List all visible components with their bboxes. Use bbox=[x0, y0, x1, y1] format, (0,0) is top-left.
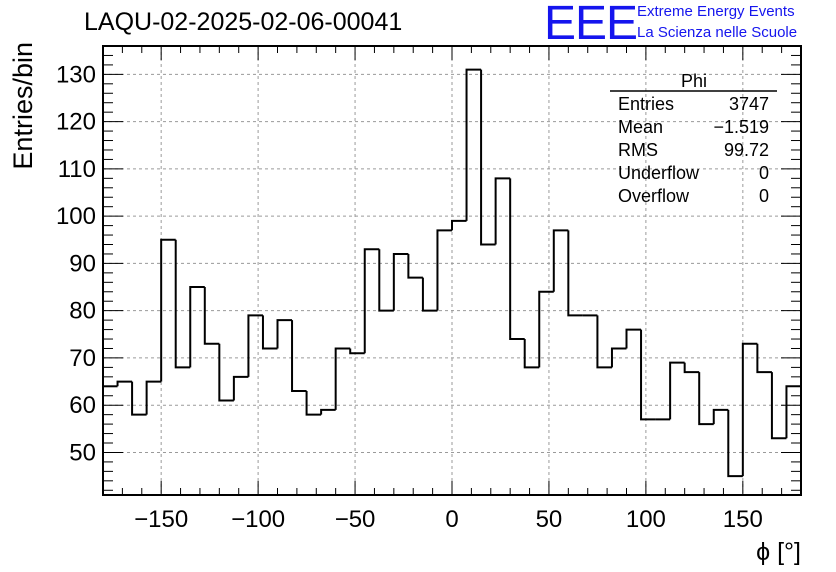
x-tick-label: 100 bbox=[626, 506, 666, 533]
x-tick-label: 50 bbox=[536, 506, 563, 533]
stats-row-rms-label: RMS bbox=[618, 140, 658, 160]
histogram-bin bbox=[698, 372, 714, 426]
stats-row-mean-label: Mean bbox=[618, 117, 663, 137]
axis-ticks bbox=[103, 45, 802, 495]
histogram-bin bbox=[756, 343, 772, 374]
chart-title: LAQU-02-2025-02-06-00041 bbox=[84, 8, 403, 36]
histogram-bin bbox=[683, 362, 700, 374]
histogram-bin bbox=[770, 372, 787, 440]
x-tick-label: −100 bbox=[231, 506, 285, 533]
y-axis-label: Entries/bin bbox=[8, 42, 38, 170]
histogram-bin bbox=[363, 248, 380, 354]
y-tick-label: 50 bbox=[69, 439, 96, 466]
histogram-bin bbox=[480, 69, 496, 246]
y-tick-label: 100 bbox=[56, 203, 96, 230]
histogram-bin bbox=[189, 286, 205, 368]
histogram-bin bbox=[451, 219, 467, 231]
tick-labels: −150 −100 −50 0 50 100 150 50 60 70 80 90 100 110 120 1… bbox=[56, 61, 763, 533]
histogram-bin bbox=[741, 342, 758, 477]
histogram-bin bbox=[610, 347, 627, 368]
x-tick-label: 150 bbox=[723, 506, 763, 533]
histogram-bin bbox=[174, 239, 191, 369]
grid-lines bbox=[103, 46, 801, 495]
logo-text-line1: Extreme Energy Events bbox=[637, 3, 795, 20]
histogram-bin bbox=[247, 314, 263, 377]
histogram-bin bbox=[203, 287, 220, 345]
stats-box: Phi Entries 3747 Mean −1.519 RMS 99.72 U… bbox=[610, 71, 777, 206]
y-tick-label: 120 bbox=[56, 109, 96, 136]
y-tick-label: 130 bbox=[56, 61, 96, 88]
histogram-bin bbox=[145, 380, 162, 415]
histogram-bin bbox=[276, 319, 293, 349]
histogram-bin bbox=[407, 253, 423, 279]
eee-logo: EEE bbox=[544, 0, 638, 50]
histogram-bin bbox=[523, 339, 540, 369]
histogram-bin bbox=[436, 229, 452, 311]
histogram-bin bbox=[727, 409, 743, 478]
histogram-bin bbox=[494, 177, 511, 245]
histogram-bin bbox=[218, 343, 234, 402]
y-tick-label: 110 bbox=[58, 156, 96, 183]
histogram-bin bbox=[378, 249, 394, 312]
histogram-bin bbox=[509, 178, 525, 341]
y-tick-label: 60 bbox=[69, 392, 96, 419]
stats-row-overflow-label: Overflow bbox=[618, 186, 690, 206]
stats-row-mean-value: −1.519 bbox=[713, 117, 769, 137]
histogram-bin bbox=[640, 329, 656, 421]
histogram-bin bbox=[320, 408, 336, 415]
histogram-bin bbox=[669, 361, 685, 420]
histogram-bin bbox=[305, 391, 322, 416]
stats-box-title: Phi bbox=[681, 71, 707, 91]
x-tick-label: 0 bbox=[445, 506, 458, 533]
histogram-bin bbox=[552, 229, 569, 292]
stats-row-underflow-label: Underflow bbox=[618, 163, 700, 183]
histogram-bin bbox=[712, 408, 729, 425]
x-tick-label: −50 bbox=[335, 506, 376, 533]
histogram-series bbox=[103, 68, 802, 478]
stats-row-rms-value: 99.72 bbox=[724, 140, 769, 160]
histogram-bin bbox=[291, 320, 307, 393]
histogram-bin bbox=[567, 230, 583, 317]
logo-text-line2: La Scienza nelle Scuole bbox=[637, 24, 798, 41]
stats-row-entries-value: 3747 bbox=[729, 94, 769, 114]
stats-row-overflow-value: 0 bbox=[759, 186, 769, 206]
histogram-bin bbox=[538, 290, 554, 368]
histogram-bin bbox=[349, 348, 365, 355]
histogram-bin bbox=[465, 68, 482, 221]
histogram-bin bbox=[116, 380, 133, 387]
histogram-bin bbox=[421, 277, 438, 312]
histogram-bin bbox=[596, 315, 612, 369]
histogram-bin bbox=[232, 375, 249, 401]
x-axis-label: ϕ [°] bbox=[756, 538, 801, 566]
stats-row-underflow-value: 0 bbox=[759, 163, 769, 183]
histogram-bin bbox=[785, 385, 801, 439]
y-tick-label: 80 bbox=[69, 298, 96, 325]
histogram-bin bbox=[392, 252, 409, 311]
y-tick-label: 90 bbox=[69, 250, 96, 277]
histogram-bin bbox=[160, 238, 176, 382]
histogram-bin bbox=[625, 328, 642, 349]
histogram-bin bbox=[131, 381, 147, 416]
x-tick-label: −150 bbox=[134, 506, 188, 533]
histogram-bin bbox=[261, 315, 278, 350]
histogram-bin bbox=[334, 347, 351, 410]
stats-row-entries-label: Entries bbox=[618, 94, 674, 114]
y-tick-label: 70 bbox=[69, 345, 96, 372]
